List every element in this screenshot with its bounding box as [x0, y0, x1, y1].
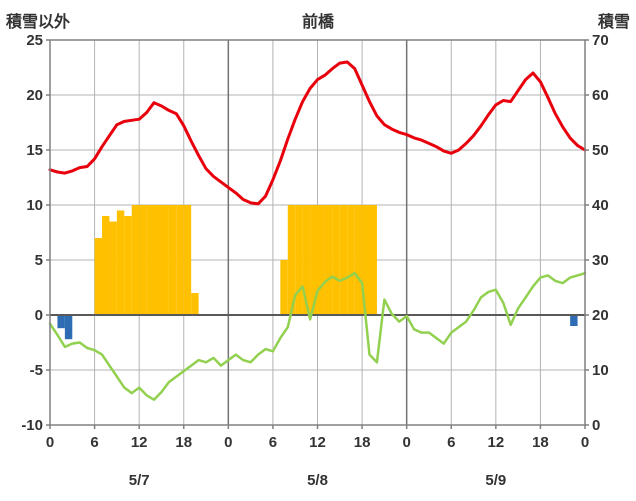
- orange-bars-bar: [131, 205, 140, 315]
- hour-tick-label: 0: [224, 434, 232, 451]
- orange-bars-series: [94, 205, 377, 315]
- left-tick-label: 25: [26, 32, 43, 49]
- right-tick-label: 40: [592, 197, 609, 214]
- left-tick-label: -10: [21, 417, 43, 434]
- left-tick-label: 5: [35, 252, 43, 269]
- orange-bars-bar: [324, 205, 333, 315]
- left-axis-title: 積雪以外: [6, 14, 71, 31]
- orange-bars-bar: [94, 238, 103, 315]
- green-line-series: [48, 271, 587, 401]
- orange-bars-bar: [369, 205, 377, 315]
- hour-tick-label: 12: [131, 434, 148, 451]
- orange-bars-bar: [116, 210, 125, 315]
- left-tick-label: 20: [26, 87, 43, 104]
- orange-bars-bar: [302, 205, 311, 315]
- orange-bars-bar: [176, 205, 184, 315]
- hour-tick-label: 6: [90, 434, 98, 451]
- orange-bars-bar: [168, 205, 177, 315]
- orange-bars-bar: [287, 205, 296, 315]
- right-tick-label: 70: [592, 32, 609, 49]
- right-tick-label: 30: [592, 252, 609, 269]
- red-line: [48, 60, 587, 206]
- right-tick-label: 10: [592, 362, 609, 379]
- red-line-series: [48, 60, 587, 206]
- hour-tick-label: 0: [46, 434, 54, 451]
- orange-bars-bar: [347, 205, 355, 315]
- blue-bars-bar: [570, 315, 578, 326]
- date-label: 5/9: [485, 472, 506, 489]
- hour-tick-label: 18: [532, 434, 549, 451]
- hour-tick-label: 0: [581, 434, 589, 451]
- right-tick-label: 60: [592, 87, 609, 104]
- orange-bars-bar: [332, 205, 340, 315]
- blue-bars-series: [57, 315, 578, 340]
- right-tick-label: 0: [592, 417, 600, 434]
- orange-bars-bar: [191, 293, 199, 315]
- orange-bars-bar: [146, 205, 155, 315]
- hour-tick-label: 0: [402, 434, 410, 451]
- left-tick-label: 15: [26, 142, 43, 159]
- right-axis-title: 積雪: [597, 14, 630, 31]
- right-tick-label: 50: [592, 142, 609, 159]
- date-label: 5/7: [129, 472, 150, 489]
- hour-tick-label: 18: [175, 434, 192, 451]
- orange-bars-bar: [139, 205, 147, 315]
- left-tick-label: 10: [26, 197, 43, 214]
- orange-bars-bar: [183, 205, 192, 315]
- date-labels: 5/7 5/8 5/9: [129, 472, 507, 489]
- orange-bars-bar: [317, 205, 325, 315]
- orange-bars-bar: [339, 205, 348, 315]
- hour-tick-label: 12: [487, 434, 504, 451]
- orange-bars-bar: [354, 205, 363, 315]
- orange-bars-bar: [161, 205, 169, 315]
- orange-bars-bar: [295, 205, 303, 315]
- orange-bars-bar: [102, 216, 110, 315]
- orange-bars-bar: [154, 205, 162, 315]
- hour-tick-label: 6: [447, 434, 455, 451]
- hour-tick-label: 18: [354, 434, 371, 451]
- blue-bars-bar: [64, 315, 73, 340]
- date-label: 5/8: [307, 472, 328, 489]
- right-tick-label: 20: [592, 307, 609, 324]
- orange-bars-bar: [124, 216, 132, 315]
- orange-bars-bar: [310, 205, 318, 315]
- orange-bars-bar: [109, 221, 117, 315]
- chart-title: 前橋: [301, 14, 334, 31]
- right-axis-ticks: 70 60 50 40 30 20 10 0: [585, 32, 609, 434]
- left-tick-label: -5: [30, 362, 43, 379]
- orange-bars-bar: [280, 260, 288, 315]
- hour-tick-label: 12: [309, 434, 326, 451]
- hour-tick-label: 6: [269, 434, 277, 451]
- left-tick-label: 0: [35, 307, 43, 324]
- x-axis-ticks: 0 6 12 18 0 6 12 18 0 6 12 18 0: [46, 425, 589, 451]
- orange-bars-bar: [362, 205, 370, 315]
- green-line: [48, 271, 587, 401]
- left-axis-ticks: 25 20 15 10 5 0 -5 -10: [21, 32, 50, 434]
- blue-bars-bar: [57, 315, 65, 329]
